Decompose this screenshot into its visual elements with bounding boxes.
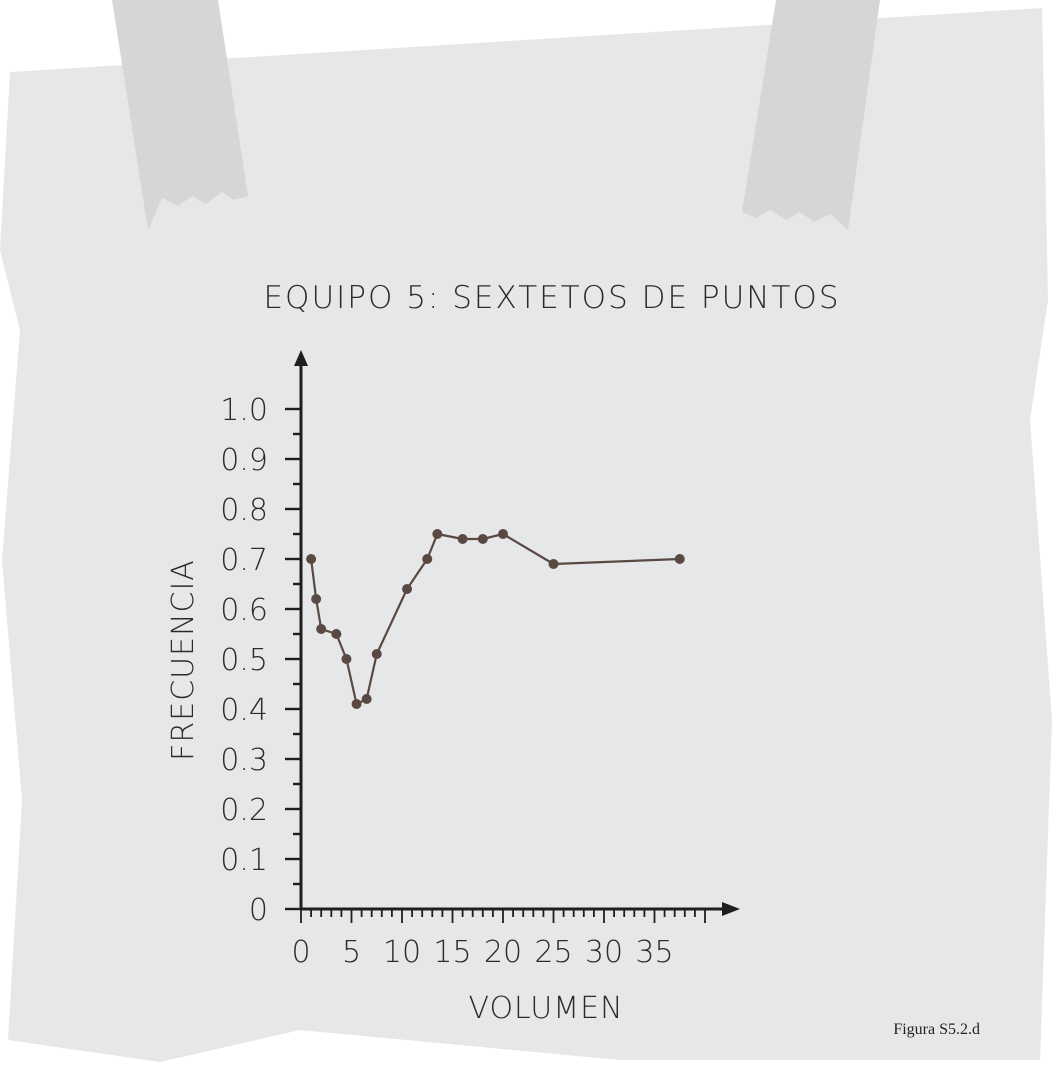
x-tick-label: 25 [534,935,572,970]
x-tick-label: 30 [585,935,623,970]
data-point [361,694,372,704]
data-series [306,529,685,709]
tape-strip-right [742,0,880,230]
y-tick-label: 0.1 [220,843,268,878]
data-point [457,534,468,544]
x-tick-label: 10 [383,935,421,970]
y-axis-arrow [294,350,308,366]
data-point [674,554,685,564]
y-tick-label: 0 [249,893,268,928]
data-point [316,624,327,634]
x-tick-label: 15 [433,935,471,970]
y-tick-label: 0.8 [220,493,268,528]
data-point [402,584,413,594]
paper-background [0,8,1052,1062]
series-line [310,532,680,706]
y-tick-label: 0.2 [220,793,268,828]
y-tick-label: 0.4 [220,693,268,728]
data-point [548,559,559,569]
x-axis-label: VOLUMEN [468,991,623,1026]
data-point [341,654,352,664]
data-point [498,529,508,539]
x-tick-label: 0 [291,935,310,970]
data-point [306,554,317,564]
data-point [311,594,322,604]
y-axis-ticks: 0 0.1 0.2 0.3 0.4 0.5 0.6 0.7 0.8 0.9 1.0 [220,393,301,928]
y-tick-label: 1.0 [220,393,268,428]
x-tick-label: 35 [635,935,673,970]
tape-strip-left [112,0,248,230]
data-point [371,649,382,659]
data-point [331,629,342,639]
x-tick-label: 20 [484,935,522,970]
y-tick-label: 0.9 [220,443,268,478]
y-axis-label: FRECUENCIA [166,559,201,761]
chart-title: EQUIPO 5: SEXTETOS DE PUNTOS [263,280,840,316]
y-tick-label: 0.6 [220,593,268,628]
data-point [351,699,362,709]
x-axis-arrow [722,902,740,916]
data-point [432,529,443,539]
figure-label: Figura S5.2.d [893,1021,980,1038]
data-point [422,554,433,564]
y-tick-label: 0.3 [220,743,268,778]
data-point [477,534,488,544]
x-tick-label: 5 [342,935,361,970]
y-tick-label: 0.5 [220,643,268,678]
y-tick-label: 0.7 [220,543,268,578]
x-axis-ticks: 0 5 10 15 20 25 30 35 [291,909,706,970]
